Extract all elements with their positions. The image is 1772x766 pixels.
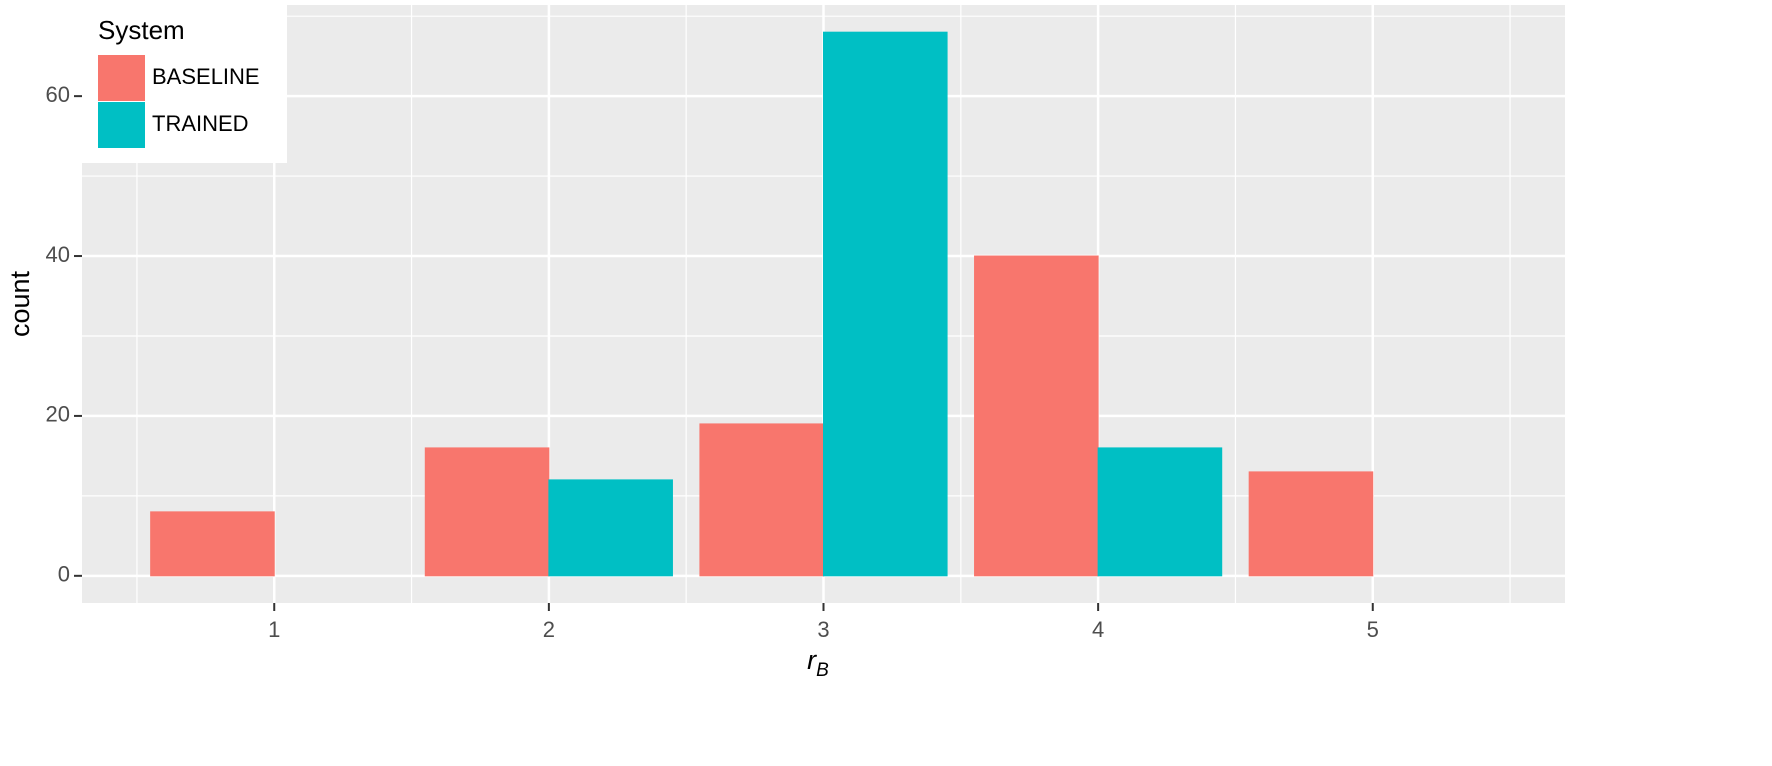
bar: [699, 423, 825, 577]
x-tick-label: 3: [817, 617, 829, 642]
y-axis-label: count: [5, 270, 35, 337]
bar: [424, 447, 550, 577]
legend: System BASELINE TRAINED: [82, 5, 287, 163]
bar: [150, 511, 275, 577]
legend-key: [98, 55, 145, 101]
x-tick-label: 4: [1092, 617, 1104, 642]
y-tick-label: 60: [46, 82, 70, 107]
legend-key: [98, 102, 145, 148]
legend-label: TRAINED: [152, 111, 249, 136]
x-axis-label-subscript: B: [816, 660, 829, 681]
bar: [823, 31, 948, 577]
axes: 0 20 40 60 1 2 3 4 5: [46, 82, 1379, 642]
y-tick-label: 20: [46, 402, 70, 427]
bar: [548, 479, 673, 577]
legend-label: BASELINE: [152, 64, 260, 89]
y-tick-label: 0: [58, 562, 70, 587]
x-axis-label-main: r: [807, 645, 817, 675]
legend-title: System: [98, 15, 185, 45]
y-tick-label: 40: [46, 242, 70, 267]
x-tick-label: 1: [268, 617, 280, 642]
bars: [150, 31, 1374, 577]
bar: [1097, 447, 1223, 577]
x-tick-label: 5: [1367, 617, 1379, 642]
x-axis-label: rB: [807, 645, 829, 681]
bar: [974, 255, 1099, 577]
bar: [1248, 471, 1374, 577]
x-tick-label: 2: [543, 617, 555, 642]
